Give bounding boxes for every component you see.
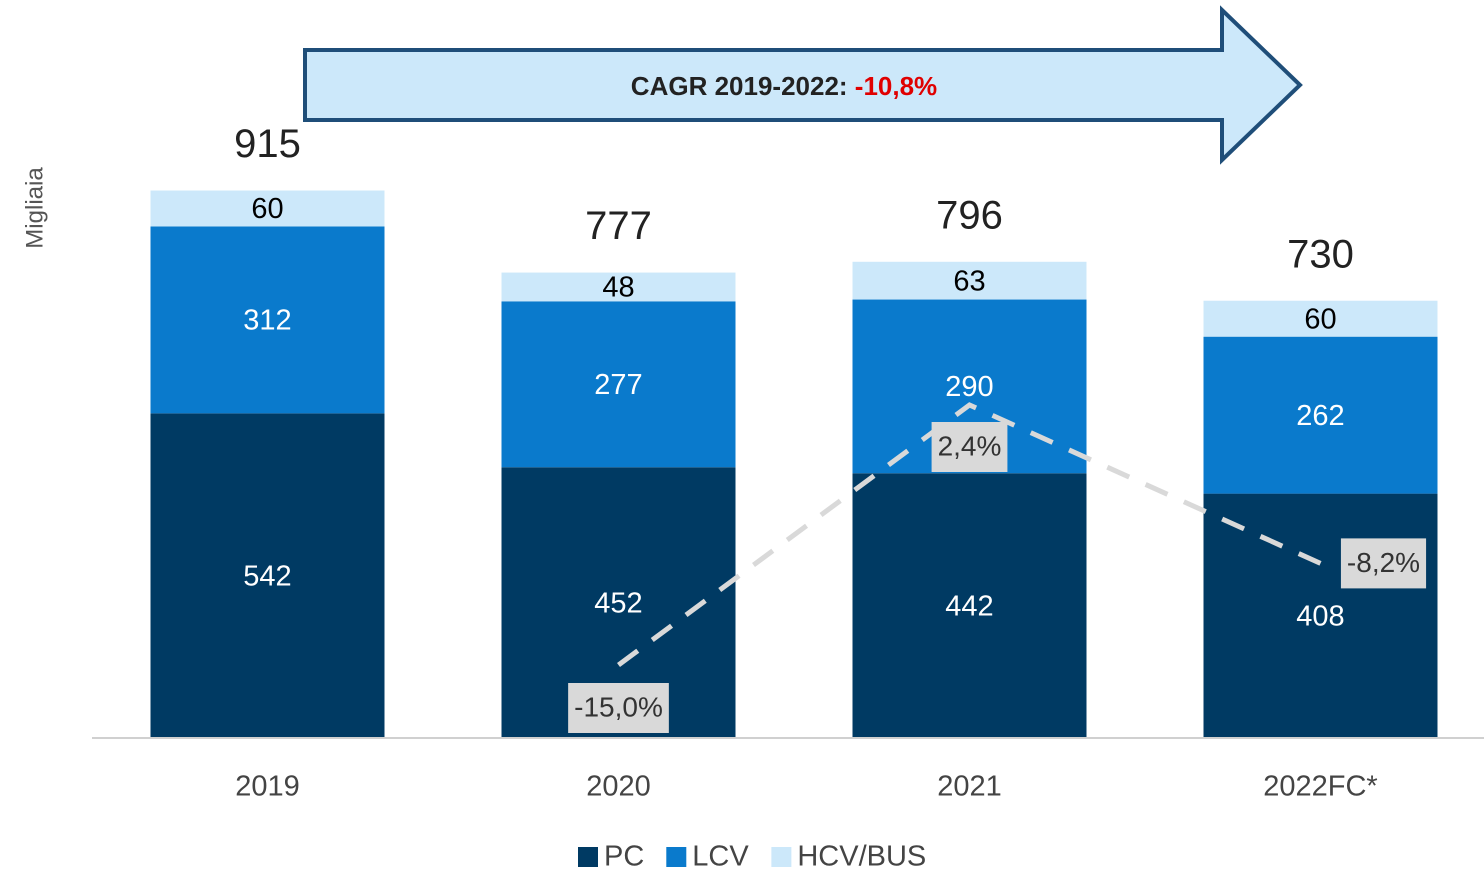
growth-label-box xyxy=(568,683,669,733)
cagr-annotation: CAGR 2019-2022: -10,8% xyxy=(631,71,937,101)
bar-segment xyxy=(150,226,385,414)
x-tick-label: 2019 xyxy=(235,771,300,803)
bar-segment xyxy=(852,473,1087,738)
data-label: 48 xyxy=(602,272,634,304)
data-label: 408 xyxy=(1296,600,1344,632)
growth-label: -8,2% xyxy=(1347,547,1420,578)
legend-swatch xyxy=(771,847,792,867)
legend-label: PC xyxy=(604,841,644,872)
bar-segment xyxy=(1203,336,1438,494)
legend-label: HCV/BUS xyxy=(797,841,926,872)
data-label: 452 xyxy=(594,587,642,619)
total-label: 777 xyxy=(585,204,652,248)
y-axis-label: Migliaia xyxy=(21,167,48,249)
total-label: 796 xyxy=(936,193,1003,237)
bar-segment xyxy=(150,190,385,227)
legend-swatch xyxy=(666,847,687,867)
data-label: 262 xyxy=(1296,400,1344,432)
cagr-value: -10,8% xyxy=(855,71,937,101)
growth-label: 2,4% xyxy=(938,430,1002,461)
total-label: 915 xyxy=(234,122,301,166)
growth-label: -15,0% xyxy=(574,691,663,722)
data-label: 60 xyxy=(251,193,283,225)
data-label: 277 xyxy=(594,369,642,401)
growth-label-box xyxy=(1340,538,1427,589)
cagr-text: CAGR 2019-2022: xyxy=(631,71,855,101)
data-label: 542 xyxy=(243,560,291,592)
data-label: 442 xyxy=(945,590,993,622)
bar-segment xyxy=(501,272,736,302)
bar-segment xyxy=(1203,493,1438,738)
bar-segment xyxy=(1203,300,1438,337)
legend-swatch xyxy=(578,847,598,867)
growth-label-box xyxy=(931,422,1008,472)
data-label: 290 xyxy=(945,371,993,403)
bar-segment xyxy=(852,261,1087,300)
bar-segment xyxy=(150,413,385,738)
cagr-arrow xyxy=(303,5,1303,165)
x-tick-label: 2022FC* xyxy=(1263,771,1377,803)
growth-line xyxy=(617,402,1322,668)
x-tick-label: 2021 xyxy=(937,771,1002,803)
x-tick-label: 2020 xyxy=(586,771,651,803)
data-label: 60 xyxy=(1304,303,1336,335)
data-label: 63 xyxy=(953,265,985,297)
data-label: 312 xyxy=(243,305,291,337)
bar-segment xyxy=(501,301,736,468)
total-label: 730 xyxy=(1287,232,1354,276)
legend-label: LCV xyxy=(692,841,749,872)
